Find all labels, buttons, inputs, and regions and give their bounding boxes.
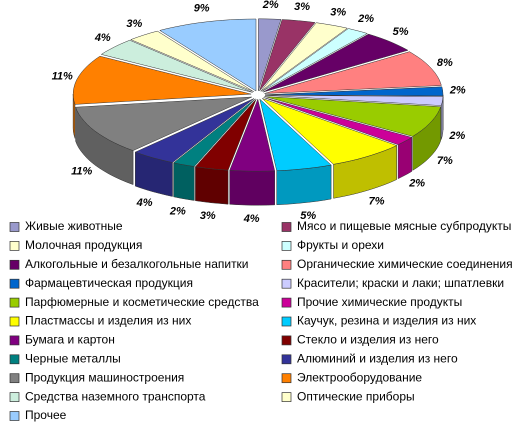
legend-swatch [9, 297, 20, 308]
data-label: 4% [243, 213, 260, 225]
pie-slice-side [173, 162, 195, 201]
pie-slice-side [195, 166, 229, 205]
pie-slice [262, 98, 398, 165]
legend-swatch [281, 278, 292, 289]
data-label: 5% [393, 26, 409, 38]
legend-label: Электрооборудование [297, 370, 422, 384]
data-label: 4% [94, 32, 111, 44]
data-label: 2% [408, 177, 425, 189]
pie-slice [262, 33, 409, 93]
legend-swatch [281, 241, 292, 251]
legend-swatch [9, 354, 20, 365]
data-label: 3% [200, 210, 216, 222]
legend-swatch [281, 392, 292, 402]
legend: Живые животные Мясо и пищевые мясные субп… [9, 219, 513, 422]
legend-label: Алкогольные и безалкогольные напитки [25, 257, 249, 271]
legend-swatch [281, 373, 292, 384]
pie-slice [130, 30, 254, 92]
legend-swatch [9, 241, 20, 251]
pie-slice [173, 98, 256, 167]
legend-label: Парфюмерные и косметические средства [25, 295, 259, 309]
pie-slice [159, 18, 257, 92]
legend-label: Фрукты и орехи [297, 238, 384, 252]
pie-slice [100, 39, 253, 93]
data-label: 2% [448, 130, 465, 142]
legend-label: Каучук, резина и изделия из них [297, 314, 476, 328]
pie-slice [259, 98, 332, 171]
pie-slice [263, 97, 413, 145]
legend-swatch [281, 335, 292, 346]
data-label: 7% [437, 155, 453, 167]
legend-label: Средства наземного транспорта [25, 389, 206, 403]
pie-slice-side [229, 170, 275, 206]
legend-swatch [9, 222, 20, 232]
legend-swatch [281, 354, 292, 365]
legend-swatch [281, 259, 292, 270]
data-label: 5% [300, 210, 316, 222]
legend-swatch [9, 259, 20, 270]
pie-slice [259, 19, 316, 92]
pie-slice [194, 98, 257, 171]
data-label: 11% [52, 70, 73, 82]
data-label: 2% [262, 0, 279, 11]
data-label: 2% [357, 13, 374, 25]
legend-label: Живые животные [25, 219, 123, 233]
data-label: 7% [369, 195, 385, 207]
legend-label: Органические химические соединения [297, 257, 513, 271]
legend-swatch [9, 373, 20, 384]
legend-swatch [9, 411, 20, 421]
pie-labels: 2% 3% 3% 2% 5% 8% 2% 2% 7% 2% 7% 5% 4% 3% 2% 4% 11% 11% 4%… [52, 0, 466, 225]
legend-swatch [281, 222, 292, 232]
legend-label: Красители; краски и лаки; шпатлевки [297, 276, 504, 290]
legend-swatch [9, 335, 20, 346]
legend-label: Оптические приборы [297, 389, 415, 403]
data-label: 2% [169, 205, 186, 217]
legend-swatch [281, 297, 292, 308]
data-label: 3% [294, 1, 310, 13]
legend-label: Фармацевтическая продукция [25, 276, 193, 290]
pie-slice [260, 22, 348, 92]
pie-slice [264, 95, 444, 106]
pie-slice [229, 98, 276, 172]
legend-label: Молочная продукция [25, 238, 142, 252]
legend-swatch [9, 278, 20, 289]
legend-swatch [9, 316, 20, 327]
data-label: 11% [71, 165, 92, 177]
pie-slice [72, 55, 252, 105]
pie-slice [264, 51, 442, 94]
data-label: 3% [126, 18, 142, 30]
data-label: 9% [194, 3, 210, 15]
legend-label: Пластмассы и изделия из них [25, 314, 191, 328]
pie-slice [258, 18, 282, 91]
pie-slice-side [276, 164, 332, 205]
legend-label: Бумага и картон [25, 333, 115, 347]
pie-tops [72, 18, 444, 172]
data-label: 3% [330, 6, 346, 18]
legend-label: Мясо и пищевые мясные субпродукты [297, 219, 511, 233]
pie-slice [264, 96, 442, 137]
legend-label: Прочие химические продукты [297, 295, 462, 309]
pie-slice [134, 98, 255, 163]
pie-slice [264, 86, 444, 97]
data-label: 4% [136, 197, 153, 209]
pie-slice [75, 96, 252, 151]
legend-label: Алюминий и изделия из него [297, 351, 458, 365]
legend-label: Черные металлы [25, 351, 121, 365]
legend-label: Прочее [25, 408, 67, 422]
legend-swatch [9, 392, 20, 402]
legend-label: Продукция машиностроения [25, 370, 184, 384]
data-label: 2% [449, 85, 466, 97]
legend-label: Стекло и изделия из него [297, 333, 439, 347]
data-label: 8% [437, 57, 453, 69]
legend-swatch [281, 316, 292, 327]
pie-slice [261, 28, 368, 92]
